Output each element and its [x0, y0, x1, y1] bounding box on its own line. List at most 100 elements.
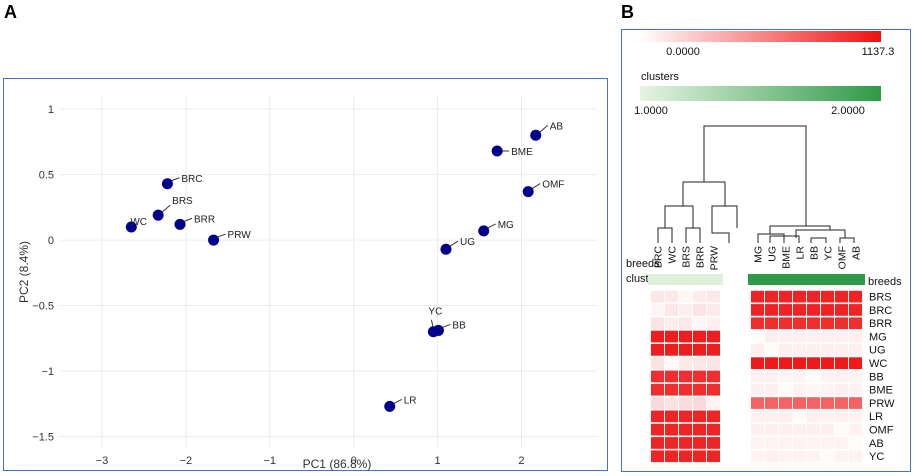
- heatmap-cell: [665, 344, 678, 356]
- y-tick-label: 1: [48, 104, 54, 116]
- data-point-label: OMF: [542, 180, 564, 191]
- row-label: BRC: [869, 305, 892, 317]
- cluster-1-bar: [648, 274, 723, 285]
- data-point-ab: [530, 129, 542, 141]
- heatmap-cell: [765, 344, 778, 356]
- row-label: BRR: [869, 318, 892, 330]
- column-label: WC: [667, 246, 679, 264]
- heatmap-cell: [679, 330, 692, 343]
- dendro-right-leaves-a: [769, 235, 800, 243]
- data-point-prw: [208, 234, 220, 246]
- dendro-left-sub-a: [664, 205, 694, 228]
- heatmap-cell: [821, 357, 834, 369]
- heatmap-cell: [807, 423, 820, 436]
- x-tick-label: −1: [263, 455, 276, 467]
- dendro-brc-wc: [657, 227, 673, 243]
- point-label-leader: [393, 398, 402, 404]
- heatmap-cell: [793, 450, 806, 463]
- cluster-scale-title: clusters: [641, 71, 679, 83]
- heatmap-cell: [651, 290, 664, 303]
- pca-points: AB BME OMF MG UG YC BB LR BRC BRS WC BRR PRW: [125, 121, 564, 412]
- heatmap-cell: [765, 317, 778, 330]
- heatmap-cell: [821, 410, 834, 423]
- heatmap-cell: [707, 423, 720, 436]
- heatmap-cell: [665, 437, 678, 449]
- heatmap-cell: [651, 344, 664, 356]
- heatmap-cell: [751, 317, 764, 330]
- point-label-leader: [442, 323, 451, 328]
- heatmap-cell: [779, 383, 792, 396]
- heatmap-cell: [779, 370, 792, 383]
- heatmap-cell: [793, 304, 806, 316]
- row-label: WC: [869, 358, 887, 370]
- heatmap-cell: [707, 450, 720, 463]
- heatmap-cell: [693, 437, 706, 449]
- data-point-label: WC: [130, 217, 147, 228]
- heatmap-cell: [707, 317, 720, 330]
- row-label: LR: [869, 411, 883, 423]
- heatmap-cell: [807, 410, 820, 423]
- heatmap-cell: [849, 330, 862, 343]
- heatmap-cell: [821, 370, 834, 383]
- heatmap-cell: [779, 317, 792, 330]
- heatmap-cell: [849, 397, 862, 409]
- heatmap-cell: [821, 383, 834, 396]
- heatmap-cell: [807, 344, 820, 356]
- point-label-leader: [531, 183, 541, 190]
- y-tick-label: −0.5: [32, 301, 54, 313]
- dendro-left-cluster: [682, 181, 726, 206]
- heatmap-cell: [751, 290, 764, 303]
- heatmap-cell: [793, 330, 806, 343]
- heatmap-cell: [849, 450, 862, 463]
- column-label: UG: [767, 246, 779, 262]
- heatmap-cell: [821, 317, 834, 330]
- heatmap-cell: [693, 383, 706, 396]
- heatmap-cell: [793, 290, 806, 303]
- value-scale-max-label: 1137.3: [862, 46, 895, 58]
- heatmap-cell: [751, 437, 764, 449]
- heatmap-cell: [651, 397, 664, 409]
- heatmap-cell: [849, 370, 862, 383]
- heatmap-cell: [707, 304, 720, 316]
- heatmap-cell: [693, 423, 706, 436]
- heatmap-cell: [751, 410, 764, 423]
- heatmap-cell: [651, 357, 664, 369]
- column-breeds-title: breeds: [626, 258, 660, 270]
- heatmap-cell: [665, 304, 678, 316]
- heatmap-cell: [807, 290, 820, 303]
- column-label: PRW: [709, 246, 721, 270]
- heatmap-cell: [793, 423, 806, 436]
- heatmap-cell: [651, 370, 664, 383]
- heatmap-cell: [793, 344, 806, 356]
- heatmap-frame: [621, 29, 911, 472]
- heatmap-cell: [751, 370, 764, 383]
- column-label: OMF: [837, 246, 849, 269]
- heatmap-cell: [707, 370, 720, 383]
- row-label: UG: [869, 345, 886, 357]
- heatmap-cell: [821, 290, 834, 303]
- dendro-root-link: [703, 125, 807, 226]
- heatmap-cell: [779, 397, 792, 409]
- heatmap-cell: [835, 437, 848, 449]
- heatmap-cell: [793, 357, 806, 369]
- heatmap-cell: [807, 437, 820, 449]
- y-tick-label: −1.5: [32, 432, 54, 444]
- heatmap-cell: [849, 383, 862, 396]
- heatmap-cell: [751, 383, 764, 396]
- dendro-right-sub-a: [757, 233, 785, 243]
- heatmap-cell: [751, 450, 764, 463]
- heatmap-cell: [693, 357, 706, 369]
- heatmap-cell: [835, 397, 848, 409]
- row-label: PRW: [869, 398, 895, 410]
- heatmap-cell: [679, 383, 692, 396]
- heatmap-cell: [821, 304, 834, 316]
- heatmap-cell: [765, 357, 778, 369]
- heatmap-cell: [665, 397, 678, 409]
- heatmap-cell: [849, 304, 862, 316]
- panel-a-label: A: [4, 2, 17, 22]
- heatmap-cell: [765, 410, 778, 423]
- data-point-label: YC: [428, 307, 442, 318]
- column-dendrogram: [657, 125, 855, 243]
- dendro-right-leaves-c: [839, 237, 855, 243]
